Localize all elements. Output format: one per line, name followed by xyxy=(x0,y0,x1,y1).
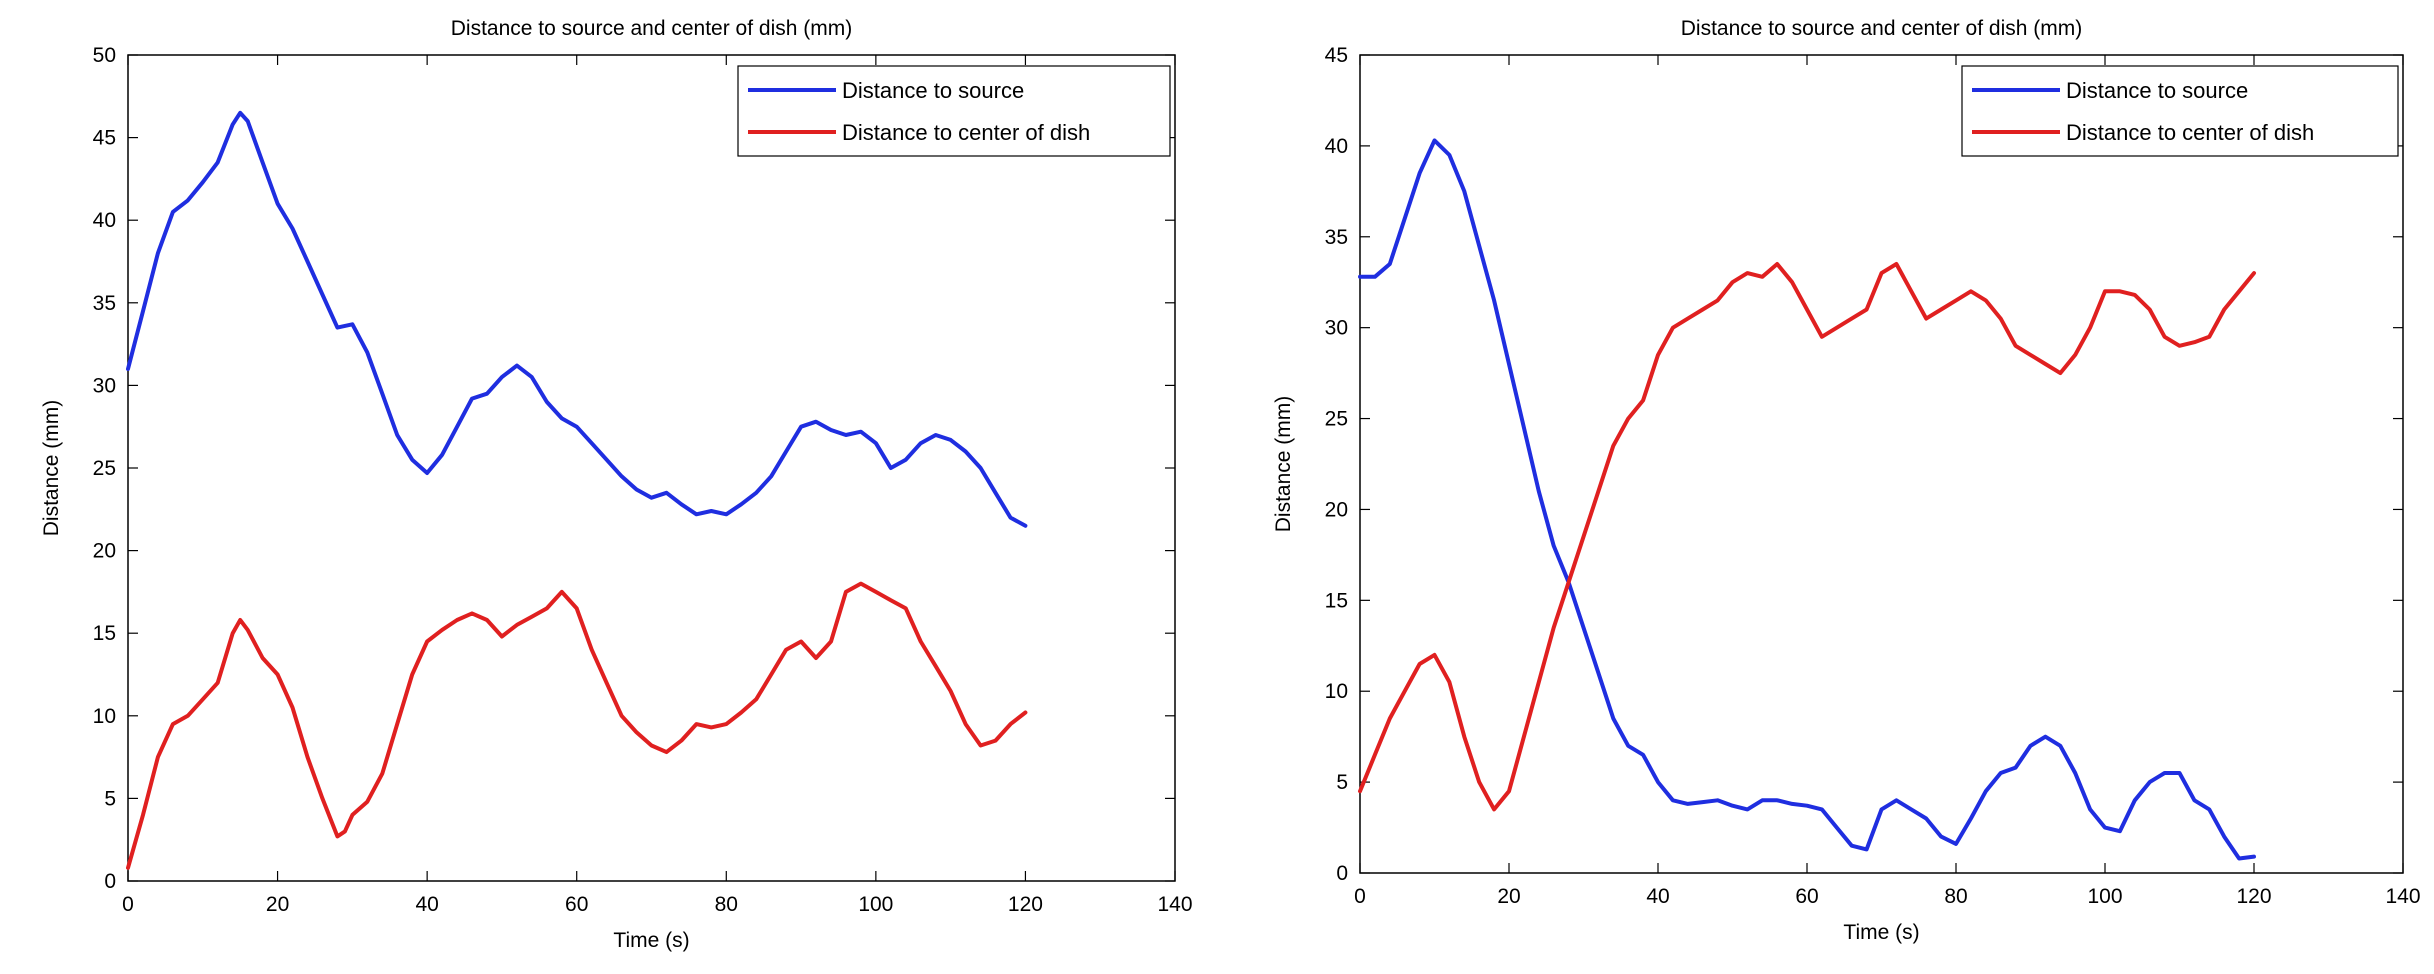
y-tick-label: 35 xyxy=(1325,226,1348,249)
y-tick-label: 10 xyxy=(1325,680,1348,703)
y-axis-label: Distance (mm) xyxy=(40,400,63,537)
y-axis-label: Distance (mm) xyxy=(1272,396,1295,533)
y-tick-label: 50 xyxy=(93,44,116,67)
x-tick-label: 80 xyxy=(1944,885,1967,908)
x-tick-label: 0 xyxy=(122,893,134,916)
x-tick-label: 40 xyxy=(415,893,438,916)
y-tick-label: 10 xyxy=(93,705,116,728)
chart-title: Distance to source and center of dish (m… xyxy=(1681,17,2083,40)
x-tick-label: 0 xyxy=(1354,885,1366,908)
y-tick-label: 45 xyxy=(93,127,116,150)
y-tick-label: 20 xyxy=(93,540,116,563)
legend-label: Distance to source xyxy=(842,78,1024,103)
y-tick-label: 5 xyxy=(104,787,116,810)
chart-left: 0 20 40 60 80 100 120 140 0 5 10 15 20 25 30 35 40 45 50 Di… xyxy=(40,17,1193,952)
y-tick-label: 0 xyxy=(104,870,116,893)
legend-label: Distance to center of dish xyxy=(842,120,1090,145)
y-tick-label: 0 xyxy=(1336,862,1348,885)
plot-area xyxy=(1359,54,2404,874)
y-tick-label: 5 xyxy=(1336,771,1348,794)
plot-area xyxy=(127,54,1176,882)
chart-right: 0 20 40 60 80 100 120 140 0 5 10 15 20 25 30 35 40 45 Dist… xyxy=(1272,17,2421,944)
y-tick-label: 35 xyxy=(93,292,116,315)
y-tick-label: 30 xyxy=(93,374,116,397)
x-tick-label: 140 xyxy=(2385,885,2420,908)
chart-title: Distance to source and center of dish (m… xyxy=(451,17,853,40)
x-tick-label: 100 xyxy=(858,893,893,916)
y-tick-label: 30 xyxy=(1325,317,1348,340)
series-line-distance-to-center xyxy=(126,581,1028,870)
x-tick-label: 20 xyxy=(1497,885,1520,908)
y-tick-label: 20 xyxy=(1325,498,1348,521)
y-tick-label: 45 xyxy=(1325,44,1348,67)
x-tick-label: 60 xyxy=(565,893,588,916)
legend-box xyxy=(737,65,1171,157)
x-tick-label: 40 xyxy=(1646,885,1669,908)
x-tick-label: 80 xyxy=(715,893,738,916)
x-tick-label: 140 xyxy=(1157,893,1192,916)
legend-label: Distance to source xyxy=(2066,78,2248,103)
series-line-distance-to-center xyxy=(1358,262,2256,812)
legend-box xyxy=(1961,65,2399,157)
y-tick-label: 25 xyxy=(1325,408,1348,431)
y-tick-label: 40 xyxy=(93,209,116,232)
x-axis-label: Time (s) xyxy=(1843,921,1919,944)
x-tick-label: 120 xyxy=(1008,893,1043,916)
series-line-distance-to-source xyxy=(126,110,1028,528)
x-tick-label: 120 xyxy=(2236,885,2271,908)
x-tick-label: 20 xyxy=(266,893,289,916)
x-axis-label: Time (s) xyxy=(613,929,689,952)
legend-label: Distance to center of dish xyxy=(2066,120,2314,145)
series-line-distance-to-source xyxy=(1358,138,2256,861)
x-tick-label: 60 xyxy=(1795,885,1818,908)
y-tick-label: 25 xyxy=(93,457,116,480)
y-tick-label: 15 xyxy=(1325,589,1348,612)
x-tick-label: 100 xyxy=(2087,885,2122,908)
y-tick-label: 15 xyxy=(93,622,116,645)
y-tick-label: 40 xyxy=(1325,135,1348,158)
